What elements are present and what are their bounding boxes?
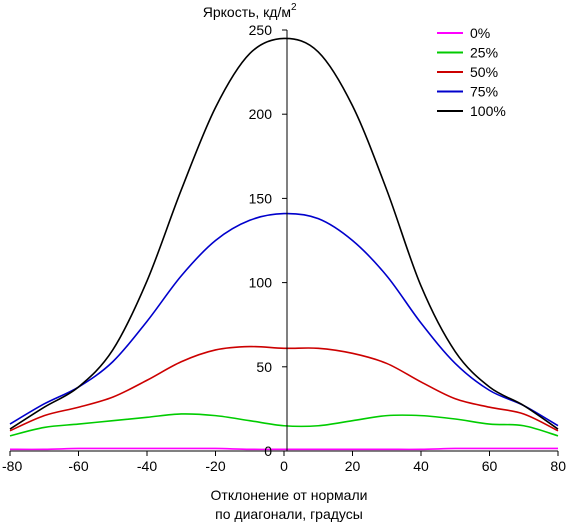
series-line-75-percent <box>9 212 559 427</box>
y-tick-label: 0 <box>264 443 272 459</box>
y-tick-label: 150 <box>249 190 273 206</box>
x-axis-label-line-1: Отклонение от нормали <box>211 487 368 503</box>
x-axis-label-line-2: по диагонали, градусы <box>215 506 363 522</box>
series-line-25-percent <box>9 413 559 437</box>
legend-label: 0% <box>470 25 490 41</box>
x-tick-label: 40 <box>413 458 429 474</box>
series-line-0-percent <box>9 447 558 451</box>
legend-label: 100% <box>470 103 506 119</box>
y-ticks: 0 50 100 150 200 250 <box>249 22 287 459</box>
legend-label: 50% <box>470 64 498 80</box>
x-tick-label: -80 <box>2 458 22 474</box>
y-tick-label: 50 <box>256 359 272 375</box>
legend-label: 25% <box>470 45 498 61</box>
y-tick-label: 200 <box>249 106 273 122</box>
x-tick-label: 20 <box>345 458 361 474</box>
x-tick-label: -40 <box>137 458 157 474</box>
x-tick-label: -20 <box>205 458 225 474</box>
x-tick-label: -60 <box>68 458 88 474</box>
x-tick-label: 80 <box>550 458 566 474</box>
chart-title: Яркость, кд/м <box>203 4 291 20</box>
legend-label: 75% <box>470 84 498 100</box>
chart-title-superscript: 2 <box>291 2 297 13</box>
x-ticks: -80 -60 -40 -20 0 20 40 60 80 <box>2 451 566 474</box>
legend: 0% 25% 50% 75% 100% <box>437 25 506 119</box>
series-line-100-percent <box>9 37 559 430</box>
series-line-50-percent <box>9 345 559 432</box>
y-tick-label: 100 <box>249 275 273 291</box>
x-tick-label: 60 <box>482 458 498 474</box>
y-tick-label: 250 <box>249 22 273 38</box>
x-tick-label: 0 <box>280 458 288 474</box>
plot-lines <box>9 37 559 451</box>
